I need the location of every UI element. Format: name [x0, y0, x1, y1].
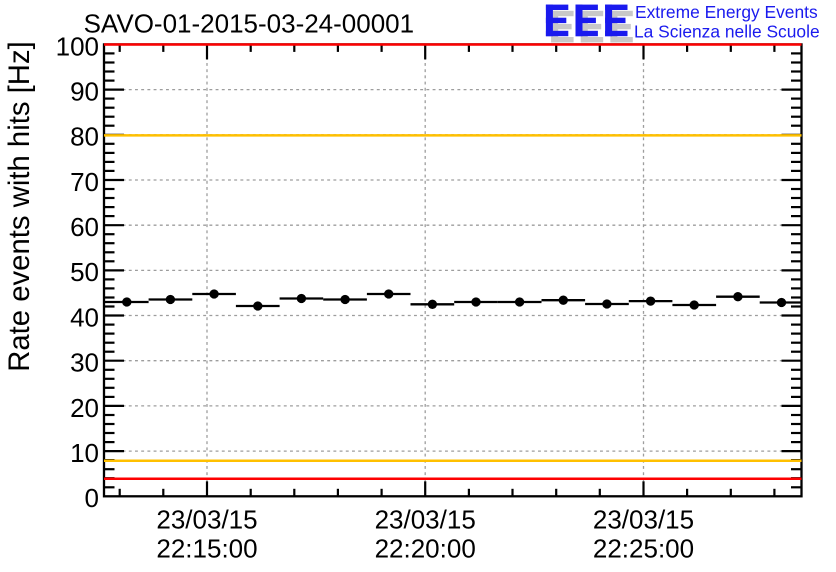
svg-text:30: 30	[70, 348, 99, 378]
svg-text:50: 50	[70, 257, 99, 287]
svg-text:60: 60	[70, 212, 99, 242]
svg-text:40: 40	[70, 302, 99, 332]
svg-text:100: 100	[56, 31, 99, 61]
svg-text:SAVO-01-2015-03-24-00001: SAVO-01-2015-03-24-00001	[84, 9, 415, 39]
svg-text:0: 0	[85, 483, 99, 513]
svg-text:23/03/15: 23/03/15	[593, 504, 694, 534]
svg-text:70: 70	[70, 167, 99, 197]
svg-text:80: 80	[70, 122, 99, 152]
svg-text:La Scienza nelle Scuole: La Scienza nelle Scuole	[634, 21, 820, 41]
svg-text:Rate events with hits [Hz]: Rate events with hits [Hz]	[3, 41, 36, 372]
svg-text:Extreme Energy Events: Extreme Energy Events	[635, 2, 818, 22]
svg-text:20: 20	[70, 393, 99, 423]
svg-text:23/03/15: 23/03/15	[156, 504, 257, 534]
svg-text:22:25:00: 22:25:00	[593, 534, 694, 564]
svg-text:22:15:00: 22:15:00	[156, 534, 257, 564]
svg-text:10: 10	[70, 438, 99, 468]
svg-text:90: 90	[70, 77, 99, 107]
svg-text:22:20:00: 22:20:00	[375, 534, 476, 564]
svg-text:23/03/15: 23/03/15	[375, 504, 476, 534]
